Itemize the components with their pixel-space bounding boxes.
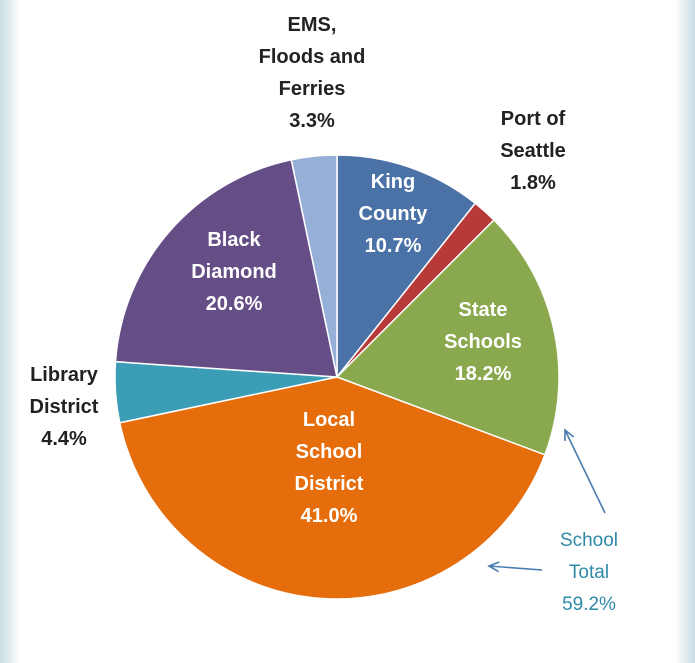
slice-name-line: Seattle (500, 140, 566, 162)
slice-name-line: Black (207, 229, 261, 251)
slice-label-ems-floods-and-ferries: EMS, Floods and Ferries 3.3% (259, 14, 366, 132)
slice-name-line: Floods and (259, 46, 366, 68)
arrow-to-state-schools (564, 428, 606, 514)
slice-name-line: Port of (501, 108, 566, 130)
slice-name-line: State (459, 299, 508, 321)
slice-name-line: EMS, (288, 14, 337, 36)
slice-value-label: 3.3% (289, 110, 335, 132)
slice-value-label: 20.6% (206, 293, 263, 315)
pie-slice-king-county (336, 154, 477, 380)
slice-value-label: 1.8% (510, 172, 556, 194)
slice-name-line: Library (30, 364, 99, 386)
slice-value-label: 41.0% (301, 505, 358, 527)
school-total-label-line: School (560, 530, 618, 551)
pie-slice-black-diamond (114, 158, 338, 378)
slice-name-line: Local (303, 409, 355, 431)
slice-label-local-school-district: Local School District 41.0% (295, 409, 364, 527)
slice-value-label: 10.7% (365, 235, 422, 257)
slice-label-port-of-seattle: Port of Seattle 1.8% (500, 108, 566, 194)
slice-value-label: 18.2% (455, 363, 512, 385)
slice-name-line: Schools (444, 331, 522, 353)
slice-value-label: 4.4% (41, 428, 87, 450)
pie-slice-ems-floods-and-ferries (290, 154, 338, 378)
slice-label-state-schools: State Schools 18.2% (444, 299, 522, 385)
slice-name-line: School (296, 441, 363, 463)
pie-slice-local-school-district (118, 376, 546, 600)
arrow-to-local-school-district (487, 561, 543, 573)
school-total-value: 59.2% (562, 594, 616, 615)
school-total-annotation: School Total 59.2% (560, 530, 618, 615)
slice-name-line: District (30, 396, 99, 418)
slice-name-line: County (359, 203, 429, 225)
slice-label-library-district: Library District 4.4% (30, 364, 99, 450)
pie-slice-state-schools (335, 218, 560, 456)
slice-name-line: Ferries (279, 78, 346, 100)
slice-name-line: District (295, 473, 364, 495)
slice-name-line: King (371, 171, 415, 193)
slice-name-line: Diamond (191, 261, 277, 283)
slice-label-king-county: King County 10.7% (359, 171, 429, 257)
slice-label-black-diamond: Black Diamond 20.6% (191, 229, 277, 315)
school-total-label-line: Total (569, 562, 609, 583)
